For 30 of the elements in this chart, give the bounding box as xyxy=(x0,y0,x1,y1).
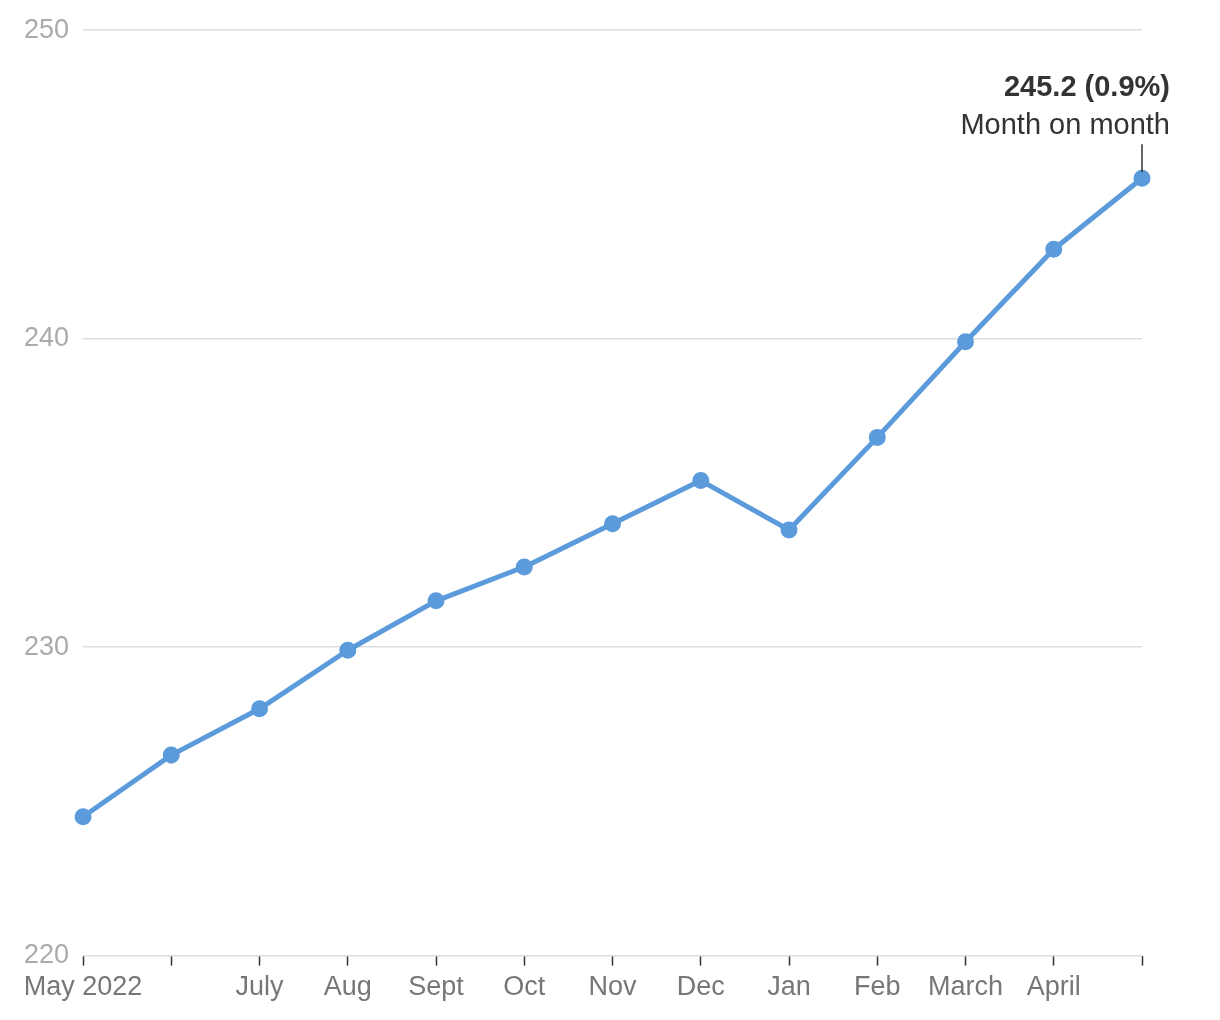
y-tick-label: 220 xyxy=(23,939,70,970)
point xyxy=(1045,240,1063,258)
point xyxy=(692,472,710,490)
point xyxy=(74,808,92,826)
x-tick-label: Sept xyxy=(408,971,465,1002)
x-tick-label: July xyxy=(235,971,285,1002)
point xyxy=(957,333,975,351)
point xyxy=(1133,169,1151,187)
annotation: 245.2 (0.9%) xyxy=(1003,70,1170,103)
x-tick-label: Oct xyxy=(503,971,546,1002)
point xyxy=(868,428,886,446)
point xyxy=(427,592,445,610)
point xyxy=(604,515,622,533)
x-tick-label: Feb xyxy=(854,971,901,1002)
x-tick-label: Dec xyxy=(676,971,725,1002)
y-tick-label: 240 xyxy=(23,322,70,353)
point xyxy=(339,641,357,659)
point xyxy=(251,700,269,718)
x-tick-label: April xyxy=(1026,971,1081,1002)
point xyxy=(162,746,180,764)
x-tick-label: Aug xyxy=(323,971,372,1002)
x-tick-label: March xyxy=(928,971,1004,1002)
annotation: Month on month xyxy=(960,108,1170,141)
y-tick-label: 230 xyxy=(23,630,70,661)
point xyxy=(780,521,798,539)
x-tick-label: Nov xyxy=(588,971,638,1002)
point xyxy=(515,558,533,576)
y-tick-label: 250 xyxy=(23,13,70,44)
x-tick-label: Jan xyxy=(767,971,811,1002)
x-tick-label: May 2022 xyxy=(23,971,143,1002)
